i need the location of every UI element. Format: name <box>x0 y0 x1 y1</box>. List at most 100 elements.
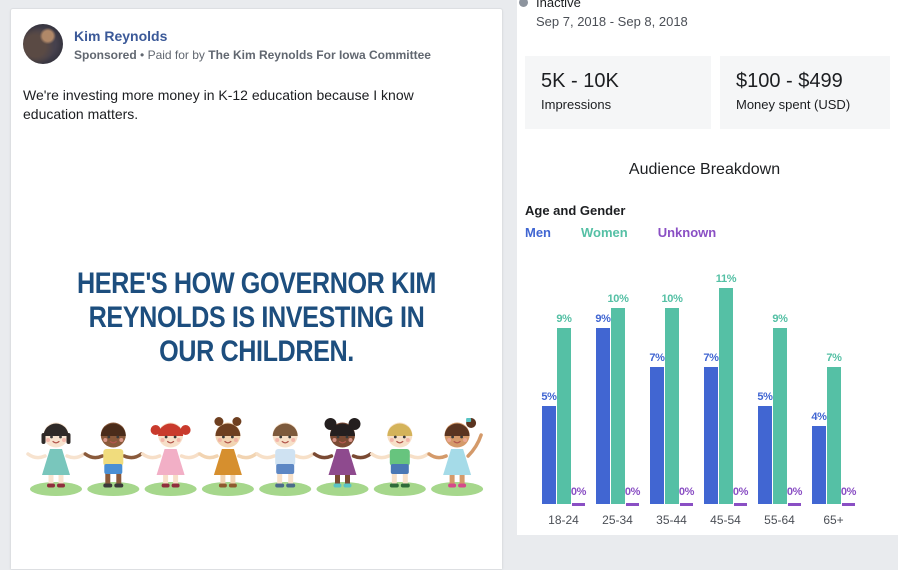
zero-bar-mark <box>626 503 639 506</box>
bar-value-label: 10% <box>607 293 629 305</box>
bar-men-25-34: 9% <box>595 312 611 504</box>
bar-rect <box>812 425 826 504</box>
bar-value-label: 0% <box>840 486 857 498</box>
bar-rect <box>719 288 733 504</box>
legend-women: Women <box>581 225 628 240</box>
ad-details-panel: Inactive Sep 7, 2018 - Sep 8, 2018 5K - … <box>517 0 898 535</box>
bar-value-label: 5% <box>541 391 557 403</box>
ad-body-text: We're investing more money in K-12 educa… <box>23 87 414 122</box>
bar-rect <box>650 366 664 504</box>
bar-value-label: 10% <box>661 293 683 305</box>
bar-men-35-44: 7% <box>649 351 665 504</box>
legend-men: Men <box>525 225 551 240</box>
chart-group-25-34: 9% 10% 0% 25-34 <box>595 270 640 527</box>
children-illustration <box>26 417 484 496</box>
bar-women-25-34: 10% <box>607 293 629 504</box>
bar-value-label: 11% <box>715 273 737 286</box>
page-profile-photo[interactable] <box>23 24 63 64</box>
metrics-row: 5K - 10K Impressions $100 - $499 Money s… <box>525 56 898 129</box>
x-axis-label-25-34: 25-34 <box>602 513 633 527</box>
bar-rect <box>704 366 718 504</box>
bar-rect <box>611 308 625 504</box>
legend-unknown: Unknown <box>657 225 717 240</box>
paid-for-by-label: Paid for by <box>147 48 205 62</box>
bar-women-18-24: 9% <box>556 312 572 504</box>
chart-group-65+: 4% 7% 0% 65+ <box>811 270 857 527</box>
ad-image-headline: HERE'S HOW GOVERNOR KIM REYNOLDS IS INVE… <box>77 267 436 368</box>
bar-value-label: 0% <box>732 486 749 498</box>
separator-dot: • <box>140 48 145 62</box>
x-axis-label-18-24: 18-24 <box>548 513 579 527</box>
ad-status-row: Inactive <box>519 0 898 11</box>
page-name-link[interactable]: Kim Reynolds <box>74 28 168 44</box>
bar-women-55-64: 9% <box>772 312 788 504</box>
chart-group-45-54: 7% 11% 0% 45-54 <box>703 270 749 527</box>
sponsored-disclaimer: Sponsored • Paid for by The Kim Reynolds… <box>74 47 431 63</box>
ad-creative-image: HERE'S HOW GOVERNOR KIM REYNOLDS IS INVE… <box>11 131 502 569</box>
spend-value: $100 - $499 <box>736 70 843 92</box>
ad-date-range: Sep 7, 2018 - Sep 8, 2018 <box>536 14 688 29</box>
bar-men-65+: 4% <box>811 410 827 504</box>
x-axis-label-35-44: 35-44 <box>656 513 687 527</box>
child-figure-5 <box>255 422 315 496</box>
bar-rect <box>596 327 610 504</box>
bar-unknown-45-54: 0% <box>732 486 749 506</box>
impressions-value: 5K - 10K <box>541 70 619 92</box>
child-figure-2 <box>83 422 144 496</box>
child-figure-4 <box>198 417 258 496</box>
bar-value-label: 7% <box>826 351 842 364</box>
zero-bar-mark <box>734 503 747 506</box>
ad-post-card: Kim Reynolds Sponsored • Paid for by The… <box>10 8 503 570</box>
bar-rect <box>827 366 841 504</box>
x-axis-label-55-64: 55-64 <box>764 513 795 527</box>
bar-rect <box>542 406 556 504</box>
zero-bar-mark <box>572 503 585 506</box>
ad-header: Kim Reynolds Sponsored • Paid for by The… <box>11 9 502 64</box>
zero-bar-mark <box>788 503 801 506</box>
bar-value-label: 0% <box>786 486 803 498</box>
bar-value-label: 9% <box>772 312 788 325</box>
impressions-metric-box: 5K - 10K Impressions <box>525 56 711 129</box>
x-axis-label-45-54: 45-54 <box>710 513 741 527</box>
bar-value-label: 4% <box>811 410 827 423</box>
bar-value-label: 5% <box>757 391 773 403</box>
child-figure-1 <box>26 422 86 496</box>
bar-unknown-35-44: 0% <box>678 486 695 506</box>
bar-unknown-25-34: 0% <box>625 486 640 506</box>
bar-men-18-24: 5% <box>541 391 557 504</box>
bar-value-label: 0% <box>678 486 695 498</box>
bar-value-label: 7% <box>703 351 719 364</box>
zero-bar-mark <box>842 503 855 506</box>
zero-bar-mark <box>680 503 693 506</box>
bar-men-45-54: 7% <box>703 351 719 504</box>
spend-metric-box: $100 - $499 Money spent (USD) <box>720 56 890 129</box>
spend-label: Money spent (USD) <box>736 97 851 112</box>
impressions-label: Impressions <box>541 97 612 112</box>
bar-men-55-64: 5% <box>757 391 773 504</box>
bar-value-label: 9% <box>556 312 572 325</box>
bar-rect <box>773 327 787 504</box>
bar-rect <box>557 327 571 504</box>
age-gender-chart: 5% 9% 0% 18-24 9% 10% 0% 25-34 7% 10% 0% 35-44 7% 11%… <box>541 270 898 527</box>
ad-header-text: Kim Reynolds Sponsored • Paid for by The… <box>74 24 431 64</box>
chart-group-55-64: 5% 9% 0% 55-64 <box>757 270 803 527</box>
child-figure-6 <box>312 418 373 496</box>
funder-name: The Kim Reynolds For Iowa Committee <box>208 48 431 62</box>
bar-rect <box>758 406 772 504</box>
sponsored-label: Sponsored <box>74 48 137 62</box>
bar-value-label: 7% <box>649 351 665 364</box>
child-figure-3 <box>140 422 201 496</box>
x-axis-label-65+: 65+ <box>823 513 844 527</box>
chart-group-35-44: 7% 10% 0% 35-44 <box>649 270 695 527</box>
audience-breakdown-title: Audience Breakdown <box>628 161 781 178</box>
bar-unknown-18-24: 0% <box>571 486 586 506</box>
bar-rect <box>665 308 679 504</box>
child-figure-7 <box>370 422 430 496</box>
bar-women-35-44: 10% <box>661 293 683 504</box>
child-figure-8 <box>427 418 484 496</box>
bar-value-label: 9% <box>595 312 611 325</box>
bar-unknown-55-64: 0% <box>786 486 803 506</box>
bar-women-45-54: 11% <box>716 273 737 504</box>
status-label: Inactive <box>536 0 581 10</box>
age-gender-section-label: Age and Gender <box>525 203 626 218</box>
